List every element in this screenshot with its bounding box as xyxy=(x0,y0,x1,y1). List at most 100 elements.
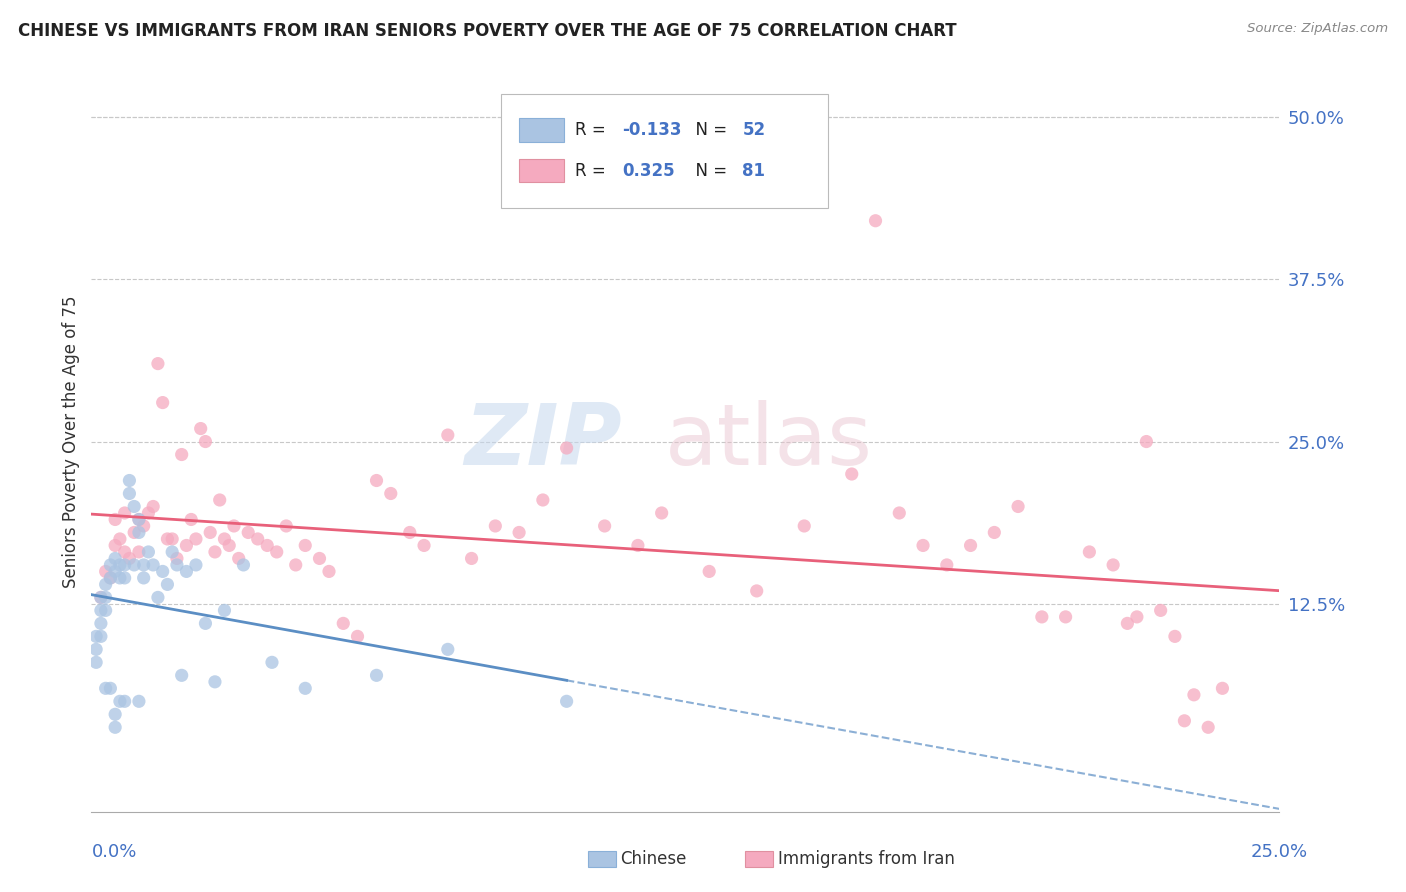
Point xyxy=(332,616,354,631)
Point xyxy=(308,551,330,566)
Point xyxy=(793,519,815,533)
Text: 25.0%: 25.0% xyxy=(1250,843,1308,861)
Point xyxy=(1211,681,1233,696)
Point xyxy=(104,551,127,566)
FancyBboxPatch shape xyxy=(502,94,828,209)
Point xyxy=(114,506,136,520)
Point xyxy=(1116,616,1139,631)
Point xyxy=(114,545,136,559)
Point xyxy=(176,565,198,579)
Point xyxy=(94,681,117,696)
Point xyxy=(218,538,240,552)
Point xyxy=(108,571,131,585)
Point xyxy=(436,642,458,657)
Point xyxy=(94,591,117,605)
Point xyxy=(142,500,165,514)
Point xyxy=(284,558,307,572)
Point xyxy=(651,506,673,520)
Point xyxy=(318,565,340,579)
Point xyxy=(146,591,169,605)
Point xyxy=(214,603,236,617)
Point xyxy=(531,493,554,508)
Point xyxy=(1078,545,1101,559)
Point xyxy=(413,538,436,552)
Point xyxy=(90,629,112,643)
Point xyxy=(166,558,188,572)
Point xyxy=(260,656,283,670)
Point xyxy=(228,551,250,566)
Point xyxy=(152,565,174,579)
Text: -0.133: -0.133 xyxy=(623,120,682,139)
Point xyxy=(214,532,236,546)
Point xyxy=(593,519,616,533)
FancyBboxPatch shape xyxy=(519,159,564,183)
Point xyxy=(118,474,141,488)
Point xyxy=(114,571,136,585)
Point xyxy=(204,674,226,689)
Text: R =: R = xyxy=(575,120,612,139)
Point xyxy=(132,558,155,572)
Point xyxy=(100,681,122,696)
Text: CHINESE VS IMMIGRANTS FROM IRAN SENIORS POVERTY OVER THE AGE OF 75 CORRELATION C: CHINESE VS IMMIGRANTS FROM IRAN SENIORS … xyxy=(18,22,957,40)
Point xyxy=(90,603,112,617)
Point xyxy=(204,545,226,559)
Point xyxy=(128,525,150,540)
Point xyxy=(128,545,150,559)
Point xyxy=(108,694,131,708)
Point xyxy=(266,545,288,559)
Point xyxy=(138,506,160,520)
Point xyxy=(94,603,117,617)
Point xyxy=(294,681,316,696)
Point xyxy=(256,538,278,552)
Point xyxy=(108,558,131,572)
Point xyxy=(1197,720,1219,734)
Point xyxy=(156,577,179,591)
Point xyxy=(118,486,141,500)
Text: 0.325: 0.325 xyxy=(623,161,675,179)
Point xyxy=(170,448,193,462)
Point xyxy=(1135,434,1157,449)
Point xyxy=(84,642,107,657)
Point xyxy=(1102,558,1125,572)
Point xyxy=(132,519,155,533)
Point xyxy=(170,668,193,682)
Point xyxy=(84,629,107,643)
Point xyxy=(108,532,131,546)
Point xyxy=(276,519,298,533)
Point xyxy=(555,441,578,455)
Text: Source: ZipAtlas.com: Source: ZipAtlas.com xyxy=(1247,22,1388,36)
Point xyxy=(1149,603,1171,617)
Point xyxy=(194,434,217,449)
Point xyxy=(90,591,112,605)
Point xyxy=(128,512,150,526)
Point xyxy=(911,538,934,552)
Point xyxy=(100,558,122,572)
Text: N =: N = xyxy=(685,120,733,139)
Point xyxy=(194,616,217,631)
Point xyxy=(122,500,145,514)
Point xyxy=(983,525,1005,540)
Point xyxy=(436,428,458,442)
Point xyxy=(1031,610,1053,624)
Point xyxy=(935,558,957,572)
Point xyxy=(122,558,145,572)
Point xyxy=(190,421,212,435)
Point xyxy=(160,545,183,559)
Point xyxy=(156,532,179,546)
Point xyxy=(1054,610,1077,624)
Point xyxy=(132,571,155,585)
Point xyxy=(128,512,150,526)
Text: Chinese: Chinese xyxy=(620,850,686,868)
Point xyxy=(555,694,578,708)
Point xyxy=(90,591,112,605)
Point xyxy=(366,474,388,488)
Point xyxy=(745,583,768,598)
Text: atlas: atlas xyxy=(665,400,873,483)
Point xyxy=(180,512,202,526)
Point xyxy=(484,519,506,533)
Point xyxy=(94,565,117,579)
Point xyxy=(1173,714,1195,728)
Point xyxy=(90,616,112,631)
Point xyxy=(246,532,269,546)
Point xyxy=(176,538,198,552)
